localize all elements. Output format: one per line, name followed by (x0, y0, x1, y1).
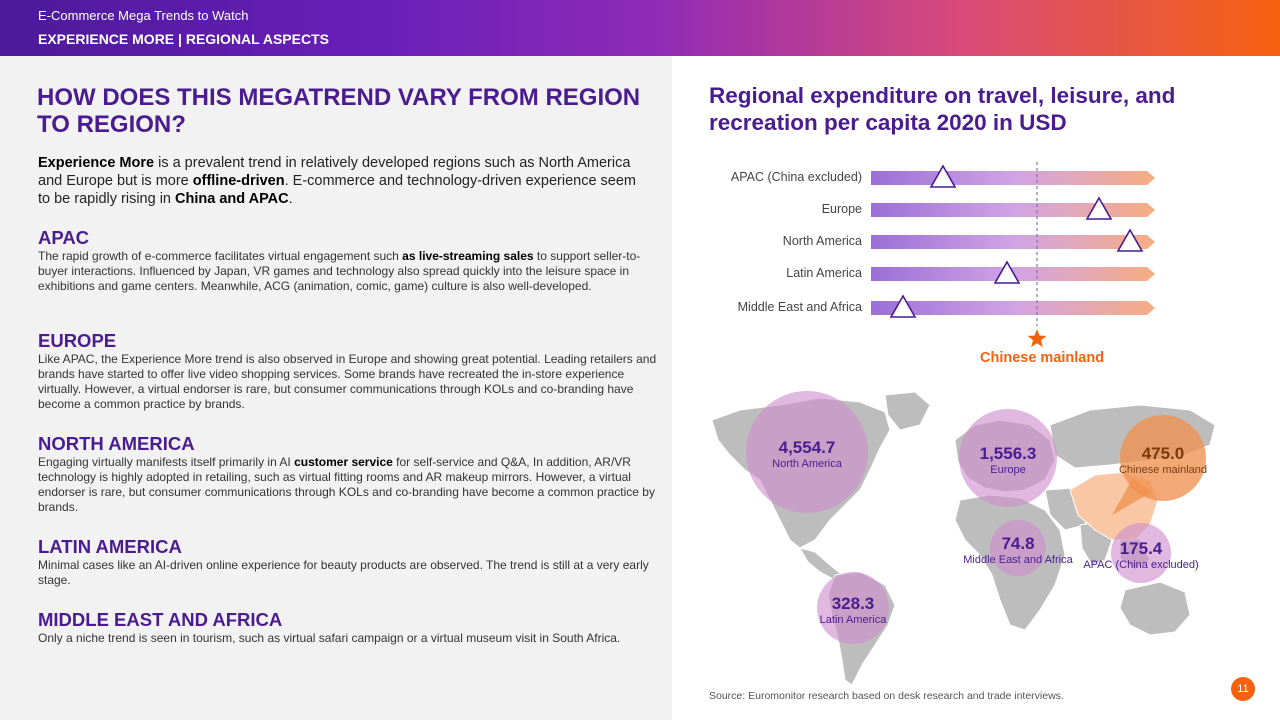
reference-star-icon (1027, 329, 1047, 348)
chart-title: Regional expenditure on travel, leisure,… (709, 83, 1176, 135)
region-text-part: Engaging virtually manifests itself prim… (38, 455, 295, 469)
bubble-value: 74.8 (1001, 534, 1035, 553)
region-heading-europe: EUROPE (38, 330, 117, 351)
intro-text-2: . E-commerce and technology-driven exper… (38, 173, 637, 207)
region-latin-america: LATIN AMERICA Minimal cases like an AI-d… (38, 536, 658, 588)
region-heading-mea: MIDDLE EAST AND AFRICA (38, 609, 283, 630)
bubble (1120, 415, 1206, 501)
region-heading-latin-america: LATIN AMERICA (38, 536, 182, 557)
intro-bold-2: offline-driven (192, 173, 285, 189)
bar-tick-label: North America (782, 234, 862, 248)
bubble-label: Europe (990, 464, 1026, 476)
bar-tick-label: Europe (821, 202, 862, 216)
intro-text-3: . (288, 191, 293, 207)
region-text-apac: The rapid growth of e-commerce facilitat… (38, 249, 658, 294)
bubble-label: APAC (China excluded) (1083, 559, 1199, 571)
value-marker (889, 294, 917, 318)
left-panel: HOW DOES THIS MEGATREND VARY FROM REGION… (0, 56, 672, 720)
region-text-bold: customer service (294, 455, 393, 469)
intro-bold-3: China and APAC (175, 191, 289, 207)
bar (871, 235, 1155, 249)
intro-paragraph: Experience More is a prevalent trend in … (38, 154, 638, 208)
intro-text-1: is a prevalent trend in relatively devel… (38, 155, 631, 189)
map-greenland (884, 391, 931, 431)
bar-tick-label: Middle East and Africa (737, 300, 862, 314)
region-north-america: NORTH AMERICA Engaging virtually manifes… (38, 433, 658, 515)
bar (871, 171, 1155, 185)
bar-tick-label: Latin America (786, 266, 862, 280)
bubble (990, 520, 1046, 576)
region-text-bold: as live-streaming sales (402, 249, 534, 263)
bubble-label: Chinese mainland (1118, 464, 1208, 476)
map-australia (1119, 581, 1191, 636)
region-text-latin-america: Minimal cases like an AI-driven online e… (38, 558, 649, 587)
bar-tick-label: APAC (China excluded) (730, 170, 862, 184)
region-text-part: to support seller-to-buyer interactions.… (38, 249, 641, 293)
bubble-value: 4,554.7 (778, 438, 836, 457)
value-marker (1085, 196, 1113, 220)
source-note: Source: Euromonitor research based on de… (709, 690, 1064, 702)
bubble-value: 328.3 (831, 594, 875, 613)
bubble-label: North America (772, 458, 842, 470)
region-text-mea: Only a niche trend is seen in tourism, s… (38, 631, 621, 645)
bubble-value: 1,556.3 (979, 444, 1037, 463)
region-text-part: The rapid growth of e-commerce facilitat… (38, 249, 403, 263)
region-mea: MIDDLE EAST AND AFRICA Only a niche tren… (38, 609, 658, 646)
region-text-europe: Like APAC, the Experience More trend is … (38, 352, 657, 411)
header-subtitle: EXPERIENCE MORE | REGIONAL ASPECTS (38, 31, 329, 47)
bubble (817, 572, 889, 644)
region-apac: APAC The rapid growth of e-commerce faci… (38, 227, 658, 294)
bubble-label: Latin America (819, 614, 887, 626)
value-marker (1116, 228, 1144, 252)
header-supertitle: E-Commerce Mega Trends to Watch (38, 8, 249, 23)
bubble (746, 391, 868, 513)
page-number: 11 (1231, 677, 1255, 701)
bubble (1111, 523, 1171, 583)
bubble-value: 175.4 (1119, 539, 1163, 558)
region-text-part: for self-service and Q&A, In addition, A… (38, 455, 655, 514)
reference-label: Chinese mainland (980, 350, 1105, 366)
value-marker (993, 260, 1021, 284)
region-heading-north-america: NORTH AMERICA (38, 433, 195, 454)
bubble-label: Middle East and Africa (963, 554, 1073, 566)
value-marker (929, 164, 957, 188)
bubble (959, 409, 1057, 507)
bubble-value: 475.0 (1141, 444, 1185, 463)
region-text-north-america: Engaging virtually manifests itself prim… (38, 455, 658, 515)
region-europe: EUROPE Like APAC, the Experience More tr… (38, 330, 658, 412)
bubble-layer (746, 391, 1206, 644)
intro-bold-1: Experience More (38, 155, 155, 171)
page-title: HOW DOES THIS MEGATREND VARY FROM REGION… (37, 84, 641, 138)
bar (871, 203, 1155, 217)
header-banner: E-Commerce Mega Trends to Watch EXPERIEN… (0, 0, 1280, 56)
region-heading-apac: APAC (38, 227, 90, 248)
bar-chart-layer (871, 162, 1155, 348)
bar (871, 301, 1155, 315)
